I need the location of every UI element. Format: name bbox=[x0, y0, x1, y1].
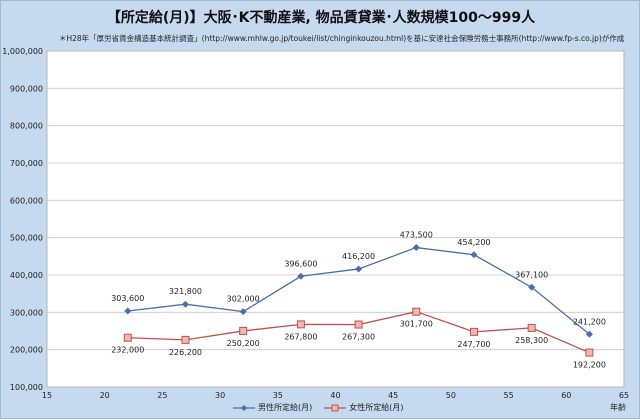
male-data-point bbox=[355, 265, 363, 273]
legend: 男性所定給(月) 女性所定給(月) bbox=[233, 402, 404, 413]
chart-title: 【所定給(月)】大阪･K不動産業, 物品賃貸業･人数規模100～999人 bbox=[106, 10, 536, 26]
x-tick-label: 65 bbox=[619, 391, 629, 400]
female-data-point bbox=[123, 333, 132, 342]
female-data-point bbox=[585, 348, 594, 357]
y-tick-label: 400,000 bbox=[10, 271, 43, 280]
x-axis-tick-labels: 15 20 25 30 35 40 45 50 55 60 65 bbox=[42, 391, 629, 400]
male-data-label: 396,600 bbox=[284, 259, 317, 268]
male-data-label: 367,100 bbox=[515, 270, 548, 279]
male-data-label: 302,000 bbox=[227, 295, 260, 304]
x-axis-label: 年齢 bbox=[610, 402, 626, 412]
series-lines bbox=[123, 244, 594, 357]
male-data-point bbox=[297, 272, 305, 280]
x-tick-label: 20 bbox=[100, 391, 110, 400]
female-data-label: 267,800 bbox=[284, 332, 317, 341]
female-data-point bbox=[469, 327, 478, 336]
female-data-point bbox=[354, 320, 363, 329]
y-tick-label: 600,000 bbox=[10, 196, 43, 205]
x-tick-label: 15 bbox=[42, 391, 52, 400]
male-data-label: 241,200 bbox=[573, 317, 606, 326]
male-data-point bbox=[528, 283, 536, 291]
x-tick-label: 25 bbox=[157, 391, 167, 400]
y-axis-tick-labels: 100,000 200,000 300,000 400,000 500,000 600,0… bbox=[2, 47, 43, 392]
male-data-point bbox=[124, 307, 132, 315]
male-data-label: 303,600 bbox=[111, 294, 144, 303]
male-data-label: 416,200 bbox=[342, 252, 375, 261]
y-tick-label: 500,000 bbox=[10, 234, 43, 243]
y-tick-label: 300,000 bbox=[10, 308, 43, 317]
y-tick-label: 900,000 bbox=[10, 84, 43, 93]
male-data-point bbox=[470, 251, 478, 259]
y-tick-label: 100,000 bbox=[10, 383, 43, 392]
x-tick-label: 50 bbox=[446, 391, 456, 400]
female-data-point bbox=[527, 323, 536, 332]
female-data-point bbox=[296, 320, 305, 329]
legend-item-female: 女性所定給(月) bbox=[324, 402, 404, 413]
female-data-label: 258,300 bbox=[515, 336, 548, 345]
female-data-label: 267,300 bbox=[342, 333, 375, 342]
x-tick-label: 35 bbox=[273, 391, 283, 400]
female-data-point bbox=[412, 307, 421, 316]
y-tick-label: 200,000 bbox=[10, 346, 43, 355]
legend-label-female: 女性所定給(月) bbox=[349, 403, 404, 412]
female-data-label: 250,200 bbox=[227, 339, 260, 348]
male-data-point bbox=[181, 300, 189, 308]
chart-source-note: ＊H28年「厚労省賃金構造基本統計調査」(http://www.mhlw.go.… bbox=[59, 34, 625, 43]
male-data-point bbox=[239, 308, 247, 316]
x-tick-label: 60 bbox=[561, 391, 571, 400]
female-data-point bbox=[239, 326, 248, 335]
male-data-label: 473,500 bbox=[400, 231, 433, 240]
female-data-label: 232,000 bbox=[111, 346, 144, 355]
male-data-point bbox=[412, 244, 420, 252]
y-tick-label: 700,000 bbox=[10, 159, 43, 168]
female-data-point bbox=[181, 335, 190, 344]
gridlines bbox=[47, 87, 624, 351]
data-labels: 303,600 321,800 302,000 396,600 416,200 473,5… bbox=[111, 231, 606, 370]
female-series-marker-icon bbox=[324, 404, 347, 411]
female-data-label: 301,700 bbox=[400, 320, 433, 329]
male-data-point bbox=[585, 330, 593, 338]
male-data-label: 454,200 bbox=[457, 238, 490, 247]
x-tick-label: 30 bbox=[215, 391, 225, 400]
female-data-label: 192,200 bbox=[573, 361, 606, 370]
male-series-marker-icon bbox=[233, 404, 255, 411]
male-data-label: 321,800 bbox=[169, 287, 202, 296]
female-data-label: 226,200 bbox=[169, 348, 202, 357]
y-tick-label: 800,000 bbox=[10, 122, 43, 131]
x-tick-label: 45 bbox=[388, 391, 398, 400]
x-tick-label: 55 bbox=[504, 391, 514, 400]
x-tick-label: 40 bbox=[330, 391, 340, 400]
y-tick-label: 1,000,000 bbox=[2, 47, 43, 56]
female-data-label: 247,700 bbox=[457, 340, 490, 349]
legend-label-male: 男性所定給(月) bbox=[258, 403, 313, 412]
legend-item-male: 男性所定給(月) bbox=[233, 402, 312, 413]
